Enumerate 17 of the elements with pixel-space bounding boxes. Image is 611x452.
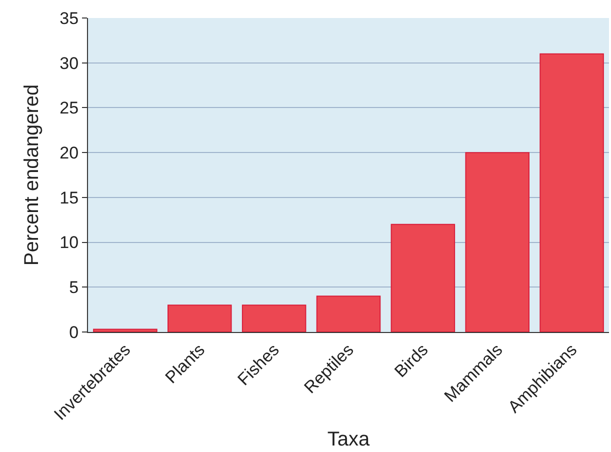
bar — [465, 152, 530, 332]
bar — [540, 53, 604, 332]
y-axis-title: Percent endangered — [21, 84, 43, 266]
y-tick-label: 15 — [60, 188, 79, 208]
y-tick-label: 10 — [60, 233, 79, 252]
y-tick-label: 5 — [69, 278, 79, 298]
y-tick-label: 30 — [60, 54, 79, 73]
bar — [168, 304, 232, 332]
y-tick-label: 35 — [60, 8, 79, 28]
bar — [242, 304, 306, 332]
y-tick-label: 20 — [60, 144, 79, 163]
x-axis-title: Taxa — [327, 428, 370, 450]
bar — [93, 328, 158, 332]
y-tick-label: 25 — [60, 98, 79, 118]
bar — [390, 224, 456, 332]
bar — [316, 296, 381, 332]
y-tick-label: 0 — [69, 322, 79, 342]
